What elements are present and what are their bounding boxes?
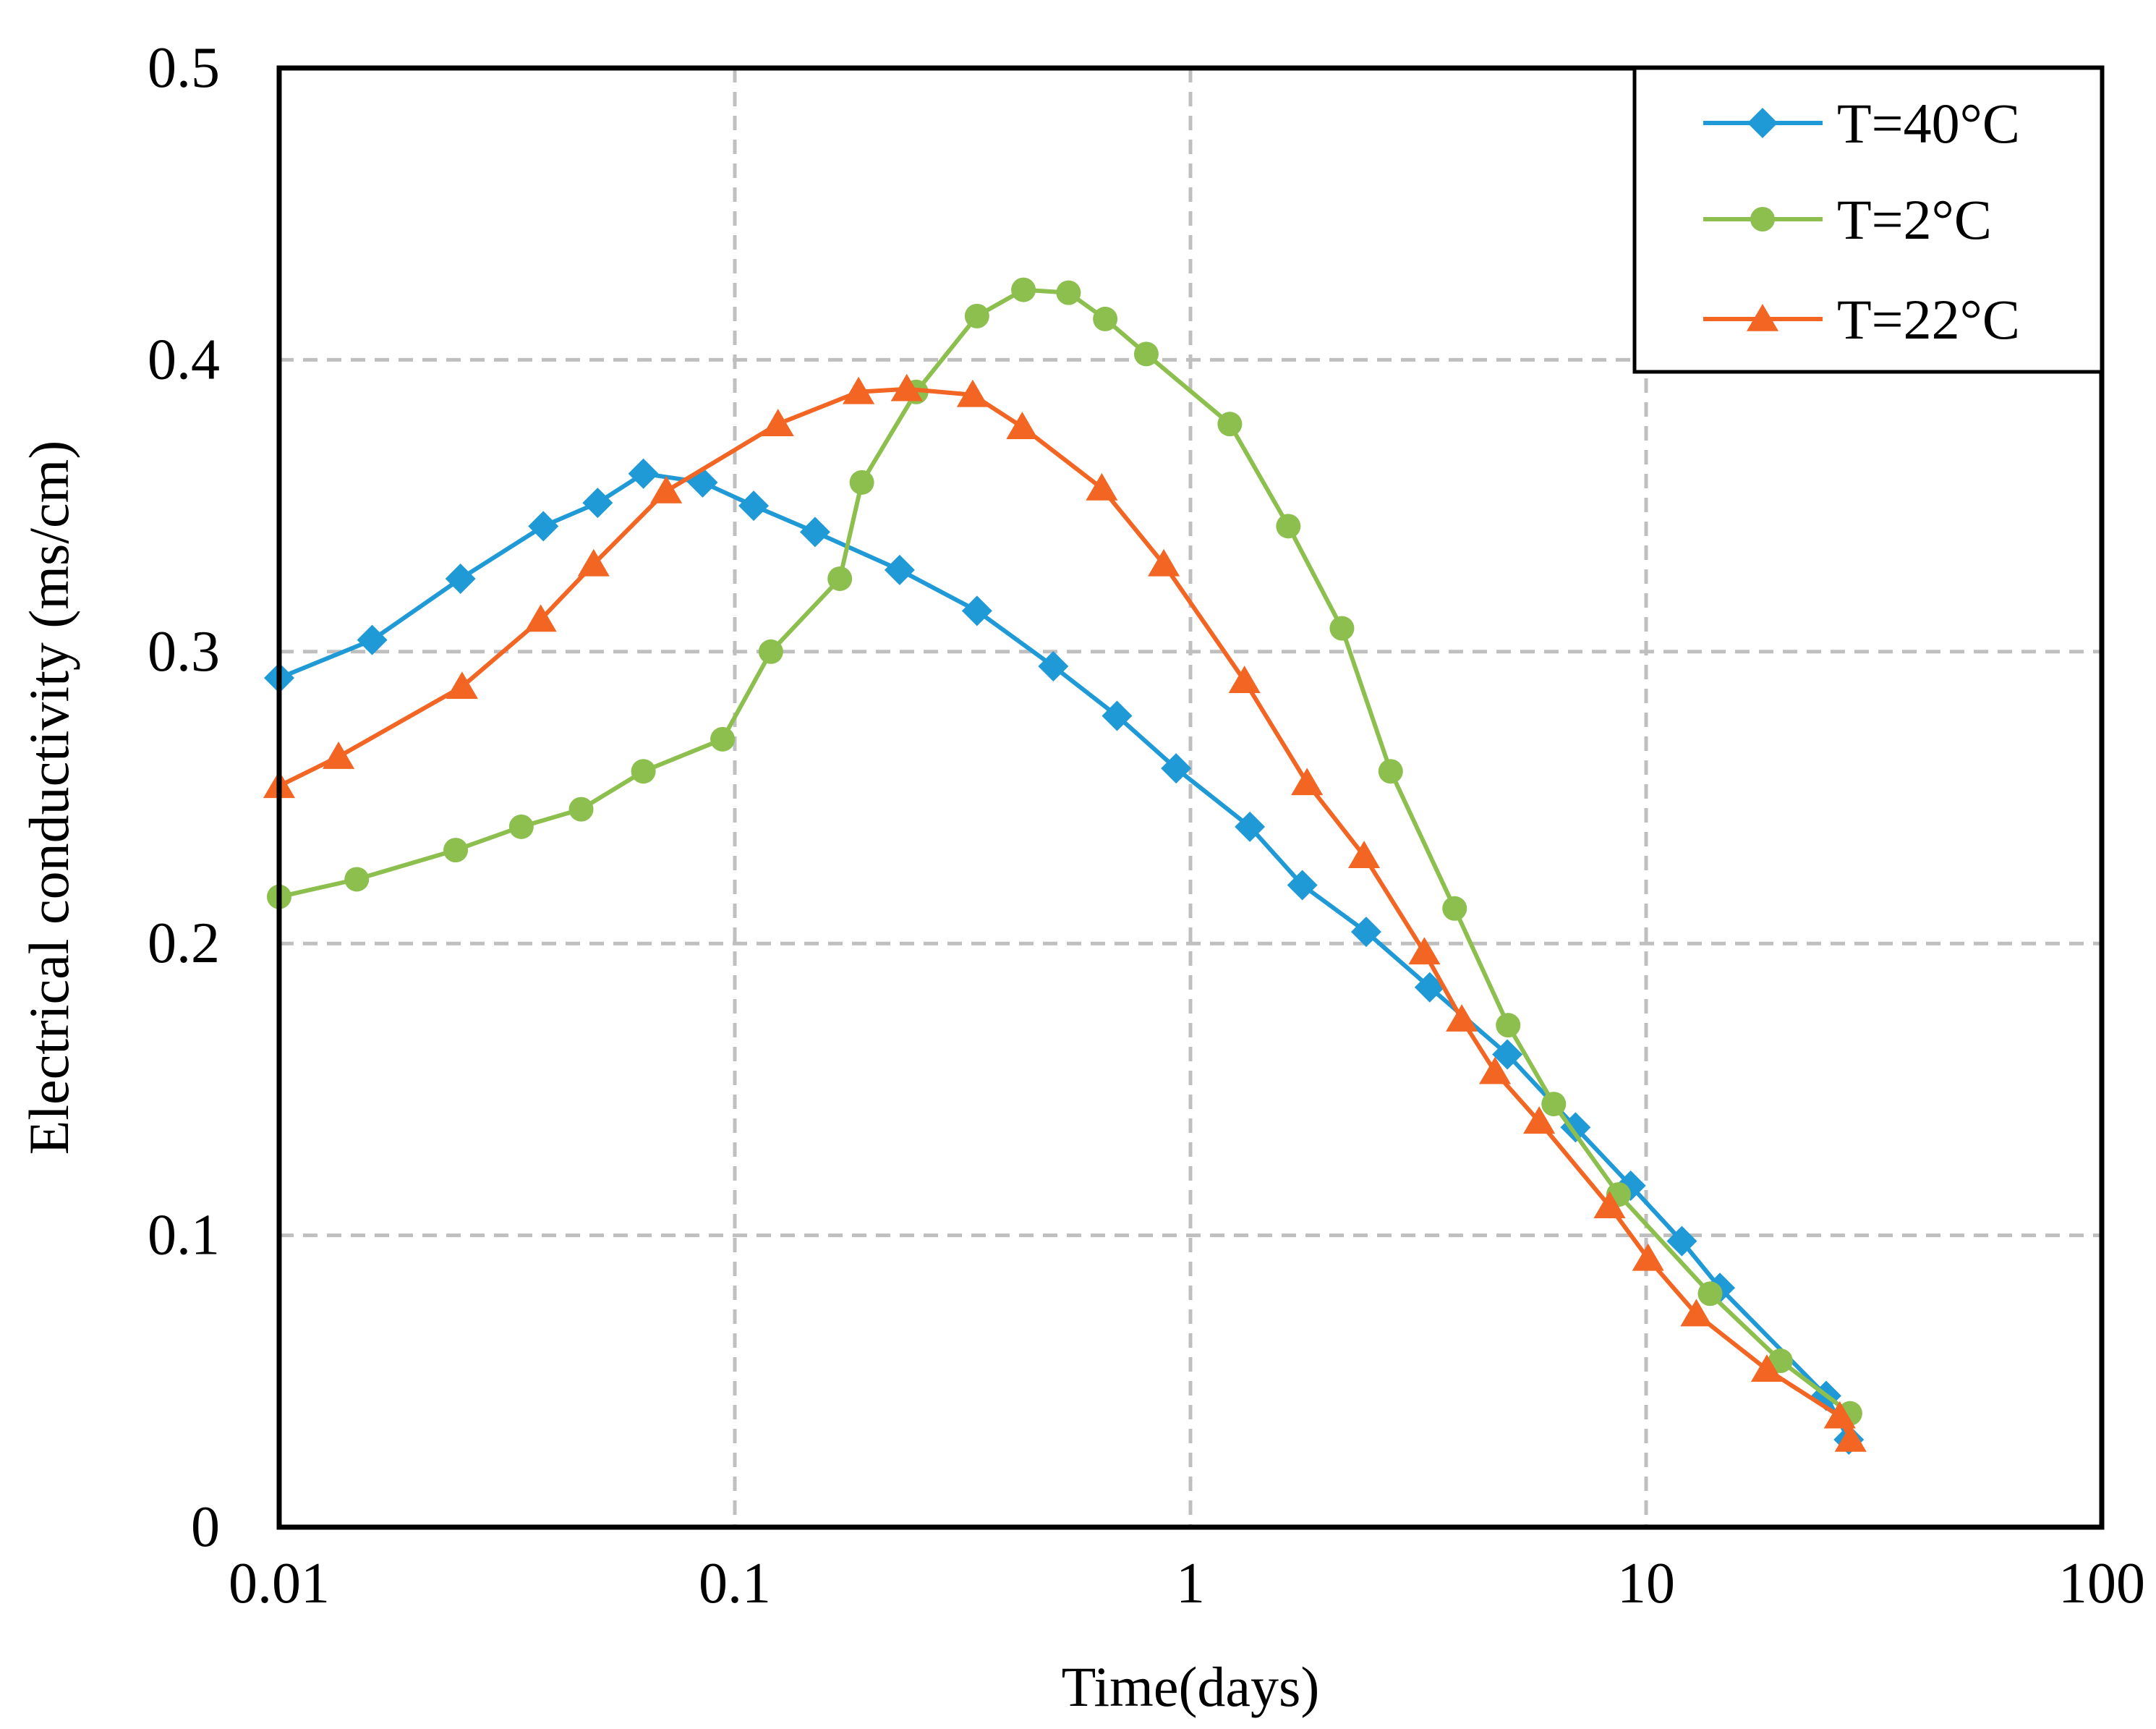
- x-tick-label: 100: [2058, 1552, 2145, 1615]
- plot-frame: [276, 65, 2105, 1530]
- data-point: [323, 742, 355, 769]
- x-axis-label: Time(days): [1062, 1655, 1320, 1718]
- data-point: [1834, 1424, 1867, 1452]
- data-point: [843, 376, 875, 404]
- data-point: [446, 671, 478, 700]
- data-point: [1056, 280, 1081, 305]
- series-2: [267, 277, 1862, 1426]
- data-point: [1479, 1056, 1512, 1084]
- data-point: [1133, 341, 1159, 367]
- data-point: [1006, 412, 1039, 439]
- data-point: [1161, 753, 1192, 784]
- legend-item: T=22°C: [1703, 288, 2020, 351]
- data-point: [827, 566, 853, 591]
- tick-labels: 0.01 0.1 1 10 100 0 0.1 0.2 0.3 0.4 0.5: [148, 36, 2145, 1615]
- y-axis-label: Electrical conductivity (ms/cm): [17, 441, 80, 1155]
- data-point: [1541, 1092, 1567, 1117]
- data-point: [1348, 841, 1381, 868]
- data-point: [1217, 412, 1243, 437]
- y-tick-label: 0.2: [148, 912, 220, 975]
- y-tick-label: 0.1: [148, 1204, 220, 1267]
- data-point: [710, 726, 736, 752]
- data-point: [762, 409, 794, 436]
- data-point: [738, 490, 770, 522]
- data-point: [1287, 870, 1318, 901]
- data-point: [631, 759, 656, 784]
- data-point: [582, 488, 613, 519]
- data-point: [344, 867, 370, 892]
- data-point: [884, 554, 915, 585]
- data-point: [849, 470, 874, 495]
- data-point: [528, 511, 559, 542]
- data-point: [508, 814, 534, 839]
- y-tick-label: 0.5: [148, 36, 220, 100]
- data-point: [1823, 1401, 1856, 1429]
- data-point: [1666, 1225, 1697, 1257]
- data-point: [1291, 768, 1324, 796]
- data-point: [1011, 277, 1036, 302]
- data-point: [964, 303, 989, 328]
- data-point: [1329, 616, 1355, 641]
- data-point: [1093, 306, 1118, 331]
- y-tick-label: 0.3: [148, 620, 220, 684]
- data-point: [443, 838, 469, 863]
- legend-item: T=40°C: [1703, 92, 2020, 155]
- data-point: [961, 595, 992, 626]
- data-point: [1276, 514, 1301, 539]
- series-line: [277, 386, 1853, 1442]
- legend-marker: [1750, 207, 1775, 231]
- data-point: [445, 563, 476, 594]
- data-point: [1697, 1281, 1723, 1307]
- x-tick-label: 1: [1176, 1552, 1205, 1615]
- y-tick-label: 0.4: [148, 328, 220, 391]
- data-point: [357, 624, 388, 655]
- data-point: [1408, 937, 1441, 965]
- data-point: [1350, 917, 1381, 948]
- x-tick-label: 0.01: [229, 1552, 330, 1615]
- series-3: [263, 373, 1867, 1452]
- data-point: [1560, 1112, 1591, 1143]
- data-point: [1102, 700, 1133, 731]
- data-point: [1378, 759, 1403, 784]
- data-point: [1492, 1039, 1523, 1070]
- legend-item: T=2°C: [1703, 188, 1992, 251]
- data-point: [1235, 811, 1266, 842]
- data-point: [1768, 1348, 1793, 1374]
- legend-label: T=40°C: [1837, 92, 2020, 155]
- data-point: [1496, 1013, 1521, 1038]
- legend: T=40°C T=2°C T=22°C: [1632, 66, 2104, 374]
- data-point: [1750, 1354, 1784, 1382]
- data-point: [524, 604, 557, 632]
- data-point: [1228, 666, 1261, 693]
- data-point: [799, 517, 830, 548]
- data-point: [1523, 1106, 1556, 1134]
- legend-marker: [1747, 108, 1778, 138]
- data-point: [758, 639, 783, 664]
- data-point: [650, 475, 683, 504]
- data-point: [1632, 1243, 1664, 1271]
- data-point: [1148, 548, 1180, 577]
- legend-marker: [1746, 304, 1779, 331]
- data-point: [568, 796, 594, 822]
- data-point: [1086, 472, 1118, 501]
- data-point: [890, 373, 923, 402]
- data-point: [1593, 1191, 1626, 1219]
- data-point: [577, 548, 610, 577]
- y-tick-label: 0: [191, 1495, 220, 1559]
- series-layer: [263, 277, 1867, 1455]
- x-tick-label: 0.1: [699, 1552, 771, 1615]
- x-tick-label: 10: [1617, 1552, 1675, 1615]
- legend-label: T=2°C: [1837, 188, 1992, 251]
- legend-label: T=22°C: [1837, 288, 2020, 351]
- data-point: [1038, 650, 1069, 681]
- data-point: [956, 379, 989, 407]
- data-point: [628, 458, 659, 489]
- data-point: [1680, 1299, 1713, 1327]
- data-point: [1446, 1004, 1478, 1032]
- data-point: [1442, 896, 1467, 921]
